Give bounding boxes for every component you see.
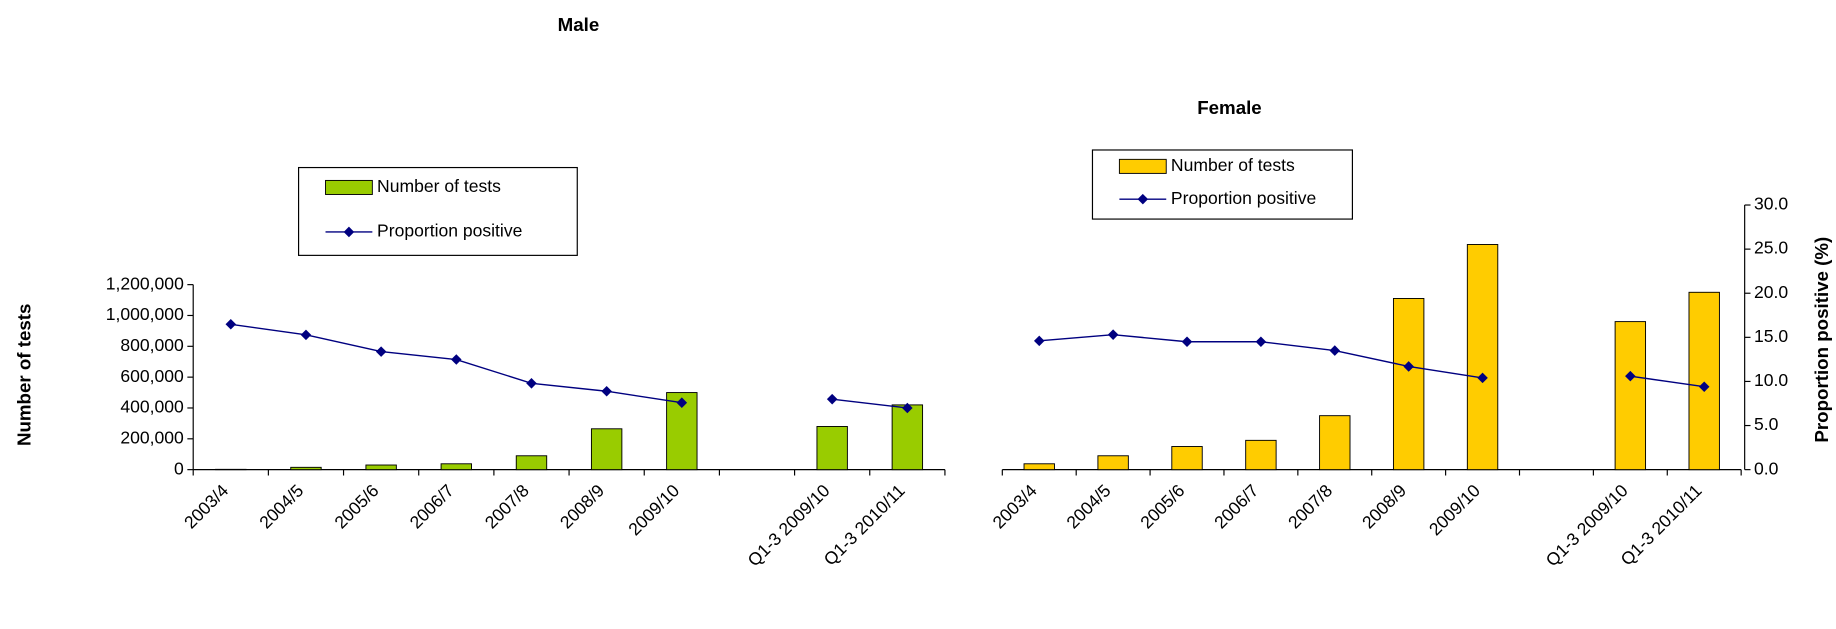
line-marker [1255,336,1267,348]
line-marker [375,346,387,357]
y-tick-label: 0 [174,458,184,478]
legend-swatch [325,179,373,195]
legend-marker [1137,193,1149,205]
x-tick-label: 2005/6 [1136,480,1188,532]
bar [1097,455,1129,471]
y2-tick-label: 25.0 [1754,238,1788,258]
bar [290,466,322,471]
y-tick-label: 1,000,000 [106,304,184,324]
x-tick-label: 2004/5 [255,480,307,532]
x-tick-label: 2006/7 [1210,480,1262,532]
y-tick-label: 600,000 [120,366,184,386]
x-tick-label: 2003/4 [180,480,232,532]
line-marker [601,385,612,397]
line-marker [451,354,462,365]
x-tick-label: 2007/8 [1284,480,1336,532]
y2-tick-label: 30.0 [1754,194,1788,214]
x-tick-label: 2004/5 [1062,480,1114,532]
x-tick-label: 2008/9 [556,480,608,532]
line [832,398,908,409]
bar [1688,291,1720,471]
legend-swatch [1118,158,1167,174]
bar [1614,321,1647,471]
line-marker [526,378,537,389]
x-tick-label: 2009/10 [624,480,683,539]
legend-marker [343,226,355,238]
legend-label: Number of tests [377,176,501,196]
y2-tick-label: 20.0 [1754,282,1788,302]
chart-title: Female [1197,97,1262,118]
line-marker [1033,335,1045,347]
y2-tick-label: 15.0 [1754,326,1788,346]
chart-title: Male [558,14,600,35]
line-marker [1698,381,1710,392]
y2-tick-label: 10.0 [1754,370,1788,390]
line-marker [300,329,312,341]
line-marker [1107,329,1119,340]
bar [1023,463,1055,471]
bar [1171,446,1203,471]
line-marker [826,393,838,405]
legend-label: Proportion positive [1171,188,1316,208]
bar [1319,415,1351,471]
line-marker [1329,345,1341,356]
y2-axis-label: Proportion positive (%) [1811,237,1832,443]
x-tick-label: 2008/9 [1358,480,1410,532]
bar [440,463,472,471]
y2-tick-label: 0.0 [1754,458,1779,478]
line-marker [1403,361,1414,372]
y-tick-label: 800,000 [120,335,184,355]
bar [891,404,924,471]
line-marker [1477,372,1488,384]
y-tick-label: 200,000 [120,427,184,447]
line [1630,375,1705,388]
y-tick-label: 400,000 [120,397,184,417]
x-tick-label: 2003/4 [989,480,1041,532]
x-tick-label: Q1-3 2010/11 [820,480,909,569]
bar [1392,298,1425,471]
x-tick-label: 2007/8 [481,480,533,532]
y-tick-label: 1,200,000 [106,273,184,293]
line-marker [1181,336,1193,348]
legend-label: Number of tests [1171,155,1295,175]
bar [1466,244,1499,471]
legend-label: Proportion positive [377,221,522,241]
bar [515,455,548,471]
y-axis-label: Number of tests [14,304,35,447]
x-tick-label: 2009/10 [1425,480,1484,539]
bar [365,464,397,471]
x-tick-label: 2006/7 [406,480,458,532]
y2-tick-label: 5.0 [1754,414,1779,434]
x-tick-label: 2005/6 [330,480,382,532]
line-marker [225,319,237,330]
bar [590,428,623,471]
bar [1245,439,1277,471]
line-marker [676,397,688,408]
bar [816,426,848,471]
